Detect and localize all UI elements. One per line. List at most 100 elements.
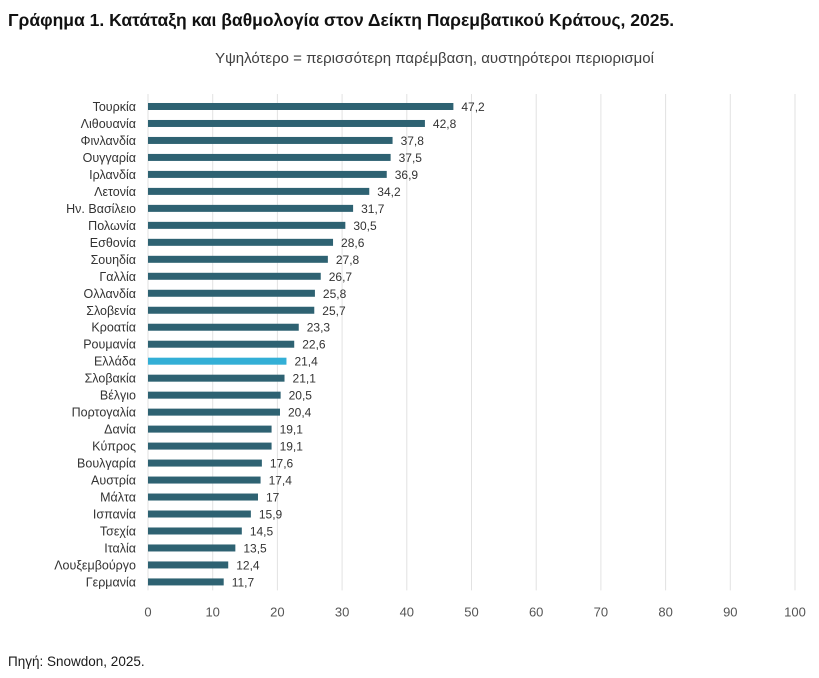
value-label: 25,8 xyxy=(323,287,347,301)
bar xyxy=(148,578,224,586)
value-label: 17,4 xyxy=(269,474,293,488)
category-label: Σουηδία xyxy=(91,253,136,267)
category-label: Δανία xyxy=(104,423,136,437)
category-label: Λουξεμβούργο xyxy=(54,558,136,572)
category-label: Τσεχία xyxy=(100,524,136,538)
bar xyxy=(148,170,387,178)
category-label: Γερμανία xyxy=(86,575,136,589)
bar xyxy=(148,255,328,263)
x-tick-label: 30 xyxy=(335,604,349,619)
bar xyxy=(148,289,315,297)
category-label: Ουγγαρία xyxy=(83,151,136,165)
category-labels: Τουρκία Λιθουανία Φινλανδία Ουγγαρία Ιρλανδί… xyxy=(54,100,136,589)
value-label: 26,7 xyxy=(329,270,353,284)
category-label: Λιθουανία xyxy=(81,117,136,131)
category-label: Αυστρία xyxy=(91,474,136,488)
value-labels: 47,2 42,8 37,8 37,5 36,9 34,2 31,7 30,5 28,6 27,8… xyxy=(232,100,485,589)
category-label: Εσθονία xyxy=(90,236,136,250)
category-label: Βουλγαρία xyxy=(77,457,136,471)
category-label: Πολωνία xyxy=(88,219,136,233)
value-label: 11,7 xyxy=(232,575,255,589)
category-label: Βέλγιο xyxy=(100,389,136,403)
category-label: Σλοβενία xyxy=(86,304,136,318)
bar xyxy=(148,323,299,331)
value-label: 12,4 xyxy=(236,558,260,572)
bar xyxy=(148,527,242,535)
value-label: 21,4 xyxy=(294,355,318,369)
bar-chart: Τουρκία Λιθουανία Φινλανδία Ουγγαρία Ιρλανδί… xyxy=(54,94,806,619)
x-tick-label: 10 xyxy=(205,604,219,619)
value-label: 47,2 xyxy=(461,100,485,114)
bar xyxy=(148,153,391,161)
bar xyxy=(148,136,393,144)
value-label: 20,5 xyxy=(289,389,313,403)
value-label: 21,1 xyxy=(293,372,317,386)
bar xyxy=(148,442,272,450)
x-axis-ticks: 0 10 20 30 40 50 60 70 80 90 100 xyxy=(144,604,805,619)
bar xyxy=(148,391,281,399)
category-label: Λετονία xyxy=(94,185,136,199)
value-label: 31,7 xyxy=(361,202,385,216)
value-label: 30,5 xyxy=(353,219,377,233)
bar xyxy=(148,476,261,484)
bar xyxy=(148,561,229,569)
chart-title: Γράφημα 1. Κατάταξη και βαθμολογία στον … xyxy=(8,10,675,30)
value-label: 14,5 xyxy=(250,524,274,538)
value-label: 19,1 xyxy=(280,423,304,437)
x-tick-label: 0 xyxy=(144,604,151,619)
value-label: 17,6 xyxy=(270,457,294,471)
value-label: 17 xyxy=(266,491,280,505)
bar xyxy=(148,119,425,127)
bar xyxy=(148,510,251,518)
bar-highlight xyxy=(148,357,287,365)
x-tick-label: 20 xyxy=(270,604,284,619)
x-tick-label: 80 xyxy=(658,604,672,619)
value-label: 13,5 xyxy=(243,541,267,555)
x-tick-label: 100 xyxy=(784,604,806,619)
bar xyxy=(148,238,334,246)
bar xyxy=(148,544,236,552)
category-label: Ρουμανία xyxy=(83,338,136,352)
x-tick-label: 50 xyxy=(464,604,478,619)
x-tick-label: 60 xyxy=(529,604,543,619)
x-tick-label: 70 xyxy=(594,604,608,619)
category-label: Ισπανία xyxy=(93,508,136,522)
bar xyxy=(148,408,280,416)
category-label: Ολλανδία xyxy=(84,287,136,301)
chart-subtitle: Υψηλότερο = περισσότερη παρέμβαση, αυστη… xyxy=(215,50,654,67)
category-label: Κύπρος xyxy=(92,440,136,454)
bar xyxy=(148,221,346,229)
value-label: 28,6 xyxy=(341,236,365,250)
value-label: 34,2 xyxy=(377,185,401,199)
bar xyxy=(148,102,454,110)
category-label: Σλοβακία xyxy=(85,372,136,386)
value-label: 20,4 xyxy=(288,406,312,420)
x-tick-label: 40 xyxy=(400,604,414,619)
value-label: 42,8 xyxy=(433,117,457,131)
value-label: 25,7 xyxy=(322,304,346,318)
value-label: 22,6 xyxy=(302,338,326,352)
value-label: 37,8 xyxy=(401,134,425,148)
category-label: Μάλτα xyxy=(100,491,136,505)
bar xyxy=(148,204,354,212)
category-label: Γαλλία xyxy=(99,270,136,284)
bar xyxy=(148,425,272,433)
bar xyxy=(148,340,295,348)
bars xyxy=(148,102,454,586)
bar xyxy=(148,459,262,467)
category-label: Ιρλανδία xyxy=(89,168,136,182)
category-label: Τουρκία xyxy=(93,100,136,114)
value-label: 37,5 xyxy=(399,151,423,165)
value-label: 27,8 xyxy=(336,253,360,267)
value-label: 36,9 xyxy=(395,168,419,182)
bar xyxy=(148,306,315,314)
x-tick-label: 90 xyxy=(723,604,737,619)
category-label: Ελλάδα xyxy=(94,355,136,369)
bar xyxy=(148,272,321,280)
bar xyxy=(148,374,285,382)
category-label: Ην. Βασίλειο xyxy=(66,202,136,216)
value-label: 23,3 xyxy=(307,321,331,335)
category-label: Πορτογαλία xyxy=(72,406,136,420)
category-label: Φινλανδία xyxy=(81,134,137,148)
value-label: 15,9 xyxy=(259,508,283,522)
